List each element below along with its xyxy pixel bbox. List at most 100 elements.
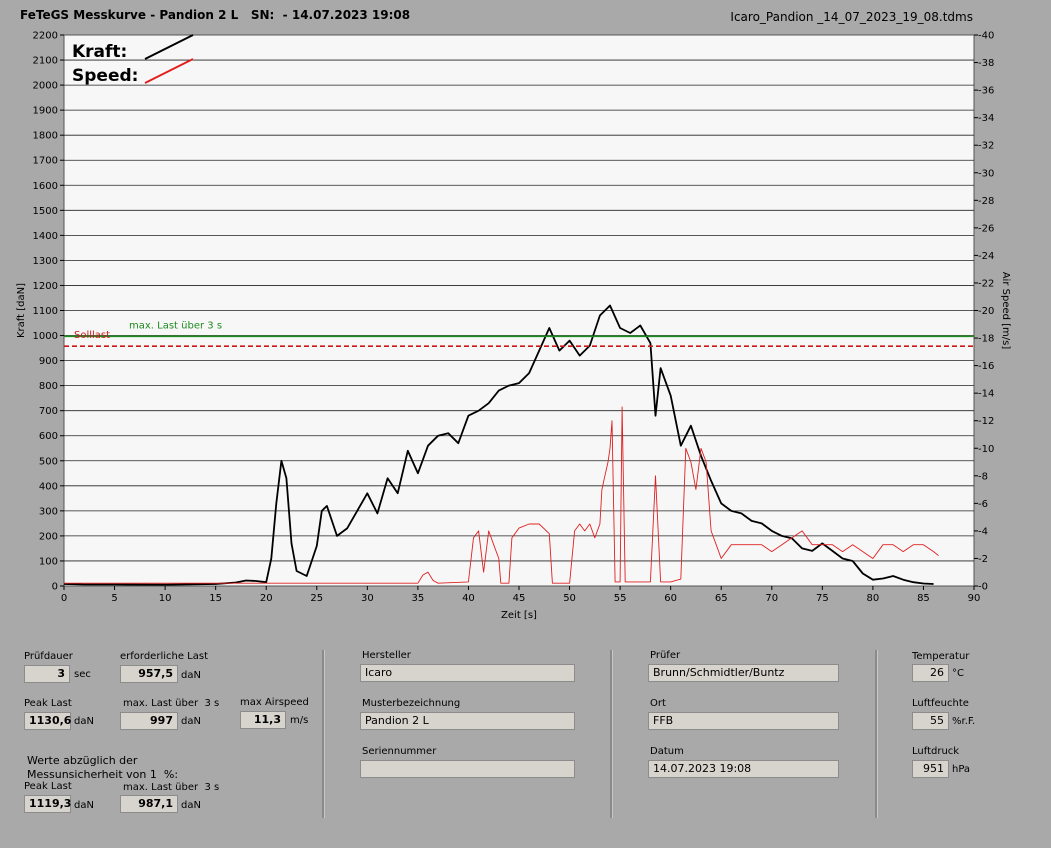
y-left-tick-label: 1900 xyxy=(33,106,58,117)
note-line-2: Messunsicherheit von 1 %: xyxy=(27,768,179,781)
x-tick-label: 80 xyxy=(867,593,880,604)
y-right-tick-label: -26 xyxy=(978,223,994,234)
y-right-tick-label: -12 xyxy=(978,416,994,427)
peak-last-unit: daN xyxy=(74,716,94,727)
y-right-tick-label: -22 xyxy=(978,278,994,289)
x-axis-ticks: 0 5 10 15 20 25 30 35 40 45 50 55 60 65 70 75 80 85 90 xyxy=(61,586,981,604)
ort-label: Ort xyxy=(650,698,666,709)
erforderliche-last-label: erforderliche Last xyxy=(120,651,209,662)
y-left-tick-label: 900 xyxy=(39,356,58,367)
reference-lines: max. Last über 3 s Solllast xyxy=(64,320,974,347)
x-tick-label: 25 xyxy=(310,593,323,604)
reference-label-0: max. Last über 3 s xyxy=(129,320,222,331)
y-left-tick-label: 700 xyxy=(39,406,58,417)
max-last-corrected-value: 987,1 xyxy=(120,795,178,813)
y-right-tick-label: -0 xyxy=(978,582,988,593)
luftdruck-label: Luftdruck xyxy=(912,746,960,757)
erforderliche-last-value: 957,5 xyxy=(120,665,178,683)
legend-swatch-1 xyxy=(144,58,194,84)
legend: Kraft: Speed: xyxy=(72,34,194,86)
y-axis-label-right: Air Speed [m/s] xyxy=(1000,272,1011,350)
x-tick-label: 50 xyxy=(563,593,576,604)
x-tick-label: 0 xyxy=(61,593,67,604)
y-right-tick-label: -34 xyxy=(978,113,994,124)
musterbezeichnung-value: Pandion 2 L xyxy=(360,712,575,730)
x-tick-label: 10 xyxy=(159,593,172,604)
y-right-tick-label: -6 xyxy=(978,499,988,510)
x-tick-label: 45 xyxy=(513,593,526,604)
x-axis-label: Zeit [s] xyxy=(501,610,537,621)
divider-3 xyxy=(875,650,878,818)
y-left-tick-label: 500 xyxy=(39,456,58,467)
x-tick-label: 55 xyxy=(614,593,627,604)
x-tick-label: 5 xyxy=(111,593,117,604)
series-line-kraft xyxy=(63,304,934,586)
file-name: Icaro_Pandion _14_07_2023_19_08.tdms xyxy=(730,10,973,24)
legend-swatch-0 xyxy=(144,34,194,60)
max-airspeed-label: max Airspeed xyxy=(240,697,309,708)
y-right-tick-label: -10 xyxy=(978,444,994,455)
y-left-tick-label: 300 xyxy=(39,506,58,517)
pruefdauer-value: 3 xyxy=(24,665,70,683)
series-group xyxy=(63,304,939,586)
temperatur-unit: °C xyxy=(952,668,964,679)
pruefer-value: Brunn/Schmidtler/Buntz xyxy=(648,664,839,682)
divider-1 xyxy=(322,650,325,818)
y-right-tick-label: -2 xyxy=(978,554,988,565)
peak-last-value: 1130,6 xyxy=(24,712,71,730)
peak-last-corrected-value: 1119,3 xyxy=(24,795,71,813)
peak-last-corrected-label: Peak Last xyxy=(24,781,72,792)
luftfeuchte-value: 55 xyxy=(912,712,949,730)
y-right-tick-label: -20 xyxy=(978,306,994,317)
max-last-corrected-unit: daN xyxy=(181,800,201,811)
y-left-tick-label: 0 xyxy=(52,582,58,593)
max-airspeed-value: 11,3 xyxy=(240,711,286,729)
x-tick-label: 90 xyxy=(968,593,981,604)
erforderliche-last-unit: daN xyxy=(181,670,201,681)
y-right-tick-label: -14 xyxy=(978,389,994,400)
y-right-tick-label: -28 xyxy=(978,196,994,207)
page-title: FeTeGS Messkurve - Pandion 2 L SN: - 14.… xyxy=(20,8,411,22)
luftfeuchte-unit: %r.F. xyxy=(952,716,976,727)
hersteller-value: Icaro xyxy=(360,664,575,682)
left-axis-ticks: 0 100 200 300 400 500 600 700 800 900 1000 1100 1200… xyxy=(33,31,64,593)
x-tick-label: 40 xyxy=(462,593,475,604)
y-left-tick-label: 100 xyxy=(39,556,58,567)
y-right-tick-label: -8 xyxy=(978,471,988,482)
y-left-tick-label: 1700 xyxy=(33,156,58,167)
y-left-tick-label: 1300 xyxy=(33,256,58,267)
y-left-tick-label: 1100 xyxy=(33,306,58,317)
ort-value: FFB xyxy=(648,712,839,730)
y-left-tick-label: 600 xyxy=(39,431,58,442)
y-right-tick-label: -32 xyxy=(978,141,994,152)
x-tick-label: 30 xyxy=(361,593,374,604)
note-line-1: Werte abzüglich der xyxy=(27,754,138,767)
right-axis-ticks: -0 -2 -4 -6 -8 -10 -12 -14 -16 -18 -20 -22 -24 -26 -28… xyxy=(974,31,994,593)
y-right-tick-label: -36 xyxy=(978,86,994,97)
x-tick-label: 35 xyxy=(412,593,425,604)
y-left-tick-label: 800 xyxy=(39,381,58,392)
datum-label: Datum xyxy=(650,746,684,757)
y-right-tick-label: -4 xyxy=(978,526,988,537)
y-left-tick-label: 1000 xyxy=(33,331,58,342)
luftfeuchte-label: Luftfeuchte xyxy=(912,698,969,709)
y-axis-label-left: Kraft [daN] xyxy=(16,283,27,338)
y-left-tick-label: 2000 xyxy=(33,81,58,92)
reference-label-1: Solllast xyxy=(74,330,110,341)
y-right-tick-label: -38 xyxy=(978,58,994,69)
temperatur-value: 26 xyxy=(912,664,949,682)
measurement-chart: 0100200300400500600700800900100011001200… xyxy=(16,31,1011,622)
divider-2 xyxy=(610,650,613,818)
y-left-tick-label: 1600 xyxy=(33,181,58,192)
y-right-tick-label: -16 xyxy=(978,361,994,372)
y-left-tick-label: 2100 xyxy=(33,56,58,67)
legend-label-1: Speed: xyxy=(72,66,138,86)
series-line-speed xyxy=(64,406,939,584)
temperatur-label: Temperatur xyxy=(912,651,970,662)
peak-last-label: Peak Last xyxy=(24,698,72,709)
max-airspeed-unit: m/s xyxy=(290,715,309,726)
max-last-label: max. Last über 3 s xyxy=(123,698,220,709)
hersteller-label: Hersteller xyxy=(362,650,411,661)
grid-lines xyxy=(64,59,974,562)
y-right-tick-label: -40 xyxy=(978,31,994,42)
